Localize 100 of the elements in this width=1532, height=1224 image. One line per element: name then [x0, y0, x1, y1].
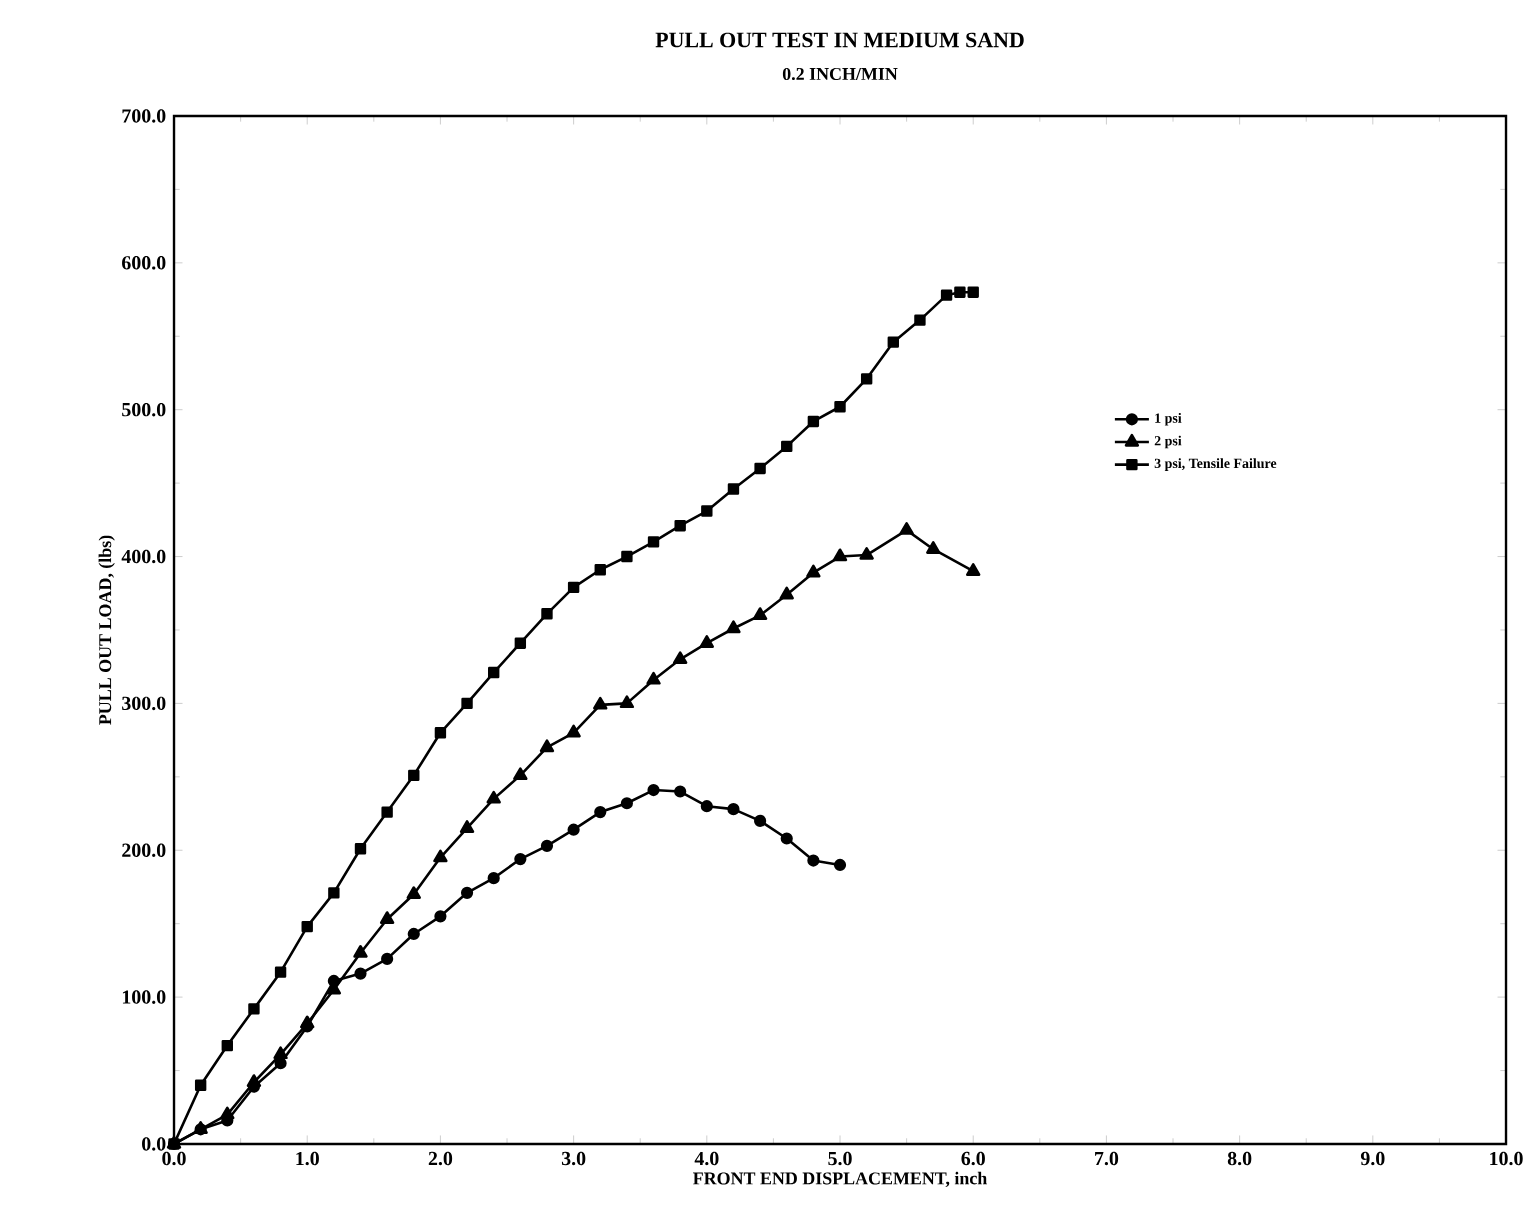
chart-title: PULL OUT TEST IN MEDIUM SAND — [655, 32, 1024, 48]
point — [752, 607, 768, 620]
point — [328, 887, 340, 899]
point — [567, 823, 580, 836]
x-tick-label: 4.0 — [694, 1151, 719, 1166]
point — [646, 671, 661, 685]
point — [221, 1039, 233, 1052]
point — [593, 696, 608, 710]
x-axis-title: FRONT END DISPLACEMENT, inch — [693, 1171, 988, 1188]
point — [487, 872, 500, 885]
point — [621, 550, 633, 563]
point — [700, 800, 713, 813]
point — [434, 910, 447, 923]
point — [540, 839, 554, 852]
point — [754, 462, 766, 475]
point — [248, 1003, 260, 1015]
point — [806, 564, 821, 578]
point — [860, 373, 873, 385]
x-tick-label: 8.0 — [1227, 1151, 1252, 1166]
point — [672, 651, 688, 665]
point — [354, 967, 367, 980]
point — [274, 966, 287, 978]
chart-subtitle: 0.2 INCH/MIN — [782, 67, 898, 81]
y-tick-label: 600.0 — [122, 256, 166, 270]
x-tick-label: 2.0 — [428, 1151, 453, 1166]
point — [514, 637, 527, 649]
x-tick-label: 3.0 — [561, 1151, 586, 1166]
point — [541, 608, 553, 620]
x-tick-label: 0.0 — [162, 1151, 186, 1166]
point — [807, 415, 820, 428]
point — [594, 564, 606, 576]
x-tick-label: 6.0 — [961, 1151, 985, 1166]
point — [408, 769, 420, 782]
point — [406, 886, 421, 900]
y-tick-label: 400.0 — [121, 549, 166, 564]
point — [727, 483, 740, 495]
y-tick-label: 200.0 — [122, 843, 166, 858]
point — [353, 944, 368, 958]
point — [301, 920, 313, 933]
point — [513, 767, 528, 781]
point — [966, 563, 981, 576]
point — [486, 790, 501, 804]
point — [833, 858, 847, 872]
point — [300, 1015, 315, 1029]
point — [220, 1106, 235, 1120]
point — [914, 314, 926, 326]
point — [727, 803, 740, 816]
point — [354, 843, 367, 855]
point — [807, 854, 820, 867]
point — [514, 852, 527, 866]
point — [620, 797, 633, 810]
point — [726, 620, 741, 634]
y-axis-title: PULL OUT LOAD, (lbs) — [98, 535, 115, 725]
x-tick-label: 5.0 — [828, 1151, 852, 1166]
y-tick-label: 100.0 — [122, 990, 166, 1004]
point — [954, 286, 966, 298]
point — [488, 666, 500, 679]
point — [619, 695, 635, 709]
point — [779, 586, 794, 600]
point — [940, 289, 953, 301]
point — [832, 548, 848, 562]
x-tick-label: 7.0 — [1095, 1151, 1119, 1166]
point — [967, 286, 979, 298]
point — [754, 814, 767, 827]
y-tick-label: 0.0 — [142, 1137, 166, 1151]
x-tick-label: 9.0 — [1360, 1151, 1385, 1166]
point — [539, 739, 555, 753]
point — [407, 927, 420, 941]
point — [381, 806, 393, 818]
point — [567, 581, 580, 594]
point — [434, 727, 447, 739]
point — [246, 1074, 262, 1087]
point — [647, 783, 660, 797]
point — [674, 785, 687, 798]
point — [647, 536, 660, 548]
point — [594, 805, 607, 819]
y-tick-label: 300.0 — [122, 696, 166, 711]
point — [859, 546, 874, 560]
point — [461, 697, 473, 710]
point — [379, 911, 395, 924]
point — [566, 724, 581, 738]
y-tick-label: 500.0 — [122, 402, 166, 417]
point — [781, 440, 793, 453]
point — [701, 505, 713, 517]
point — [699, 635, 715, 648]
point — [459, 820, 475, 833]
point — [926, 541, 941, 554]
point — [887, 336, 899, 348]
point — [899, 522, 914, 535]
point — [273, 1046, 288, 1060]
point — [674, 520, 686, 532]
point — [834, 401, 846, 413]
point — [194, 1079, 207, 1091]
point — [780, 832, 793, 845]
y-tick-label: 700.0 — [122, 109, 166, 123]
x-tick-label: 10.0 — [1490, 1151, 1523, 1166]
point — [433, 849, 448, 863]
x-tick-label: 1.0 — [296, 1151, 319, 1166]
point — [381, 952, 394, 966]
point — [460, 886, 474, 899]
